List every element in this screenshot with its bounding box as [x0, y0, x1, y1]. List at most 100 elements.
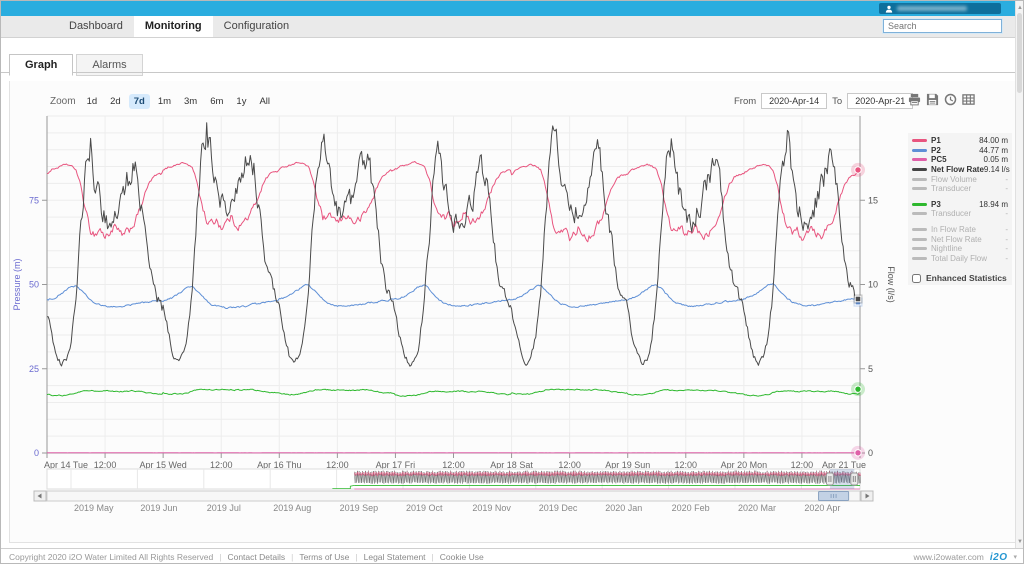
- nav-tab-monitoring[interactable]: Monitoring: [133, 16, 213, 37]
- chart-toolbar-icons: [908, 93, 975, 106]
- legend-item-p1[interactable]: P1 84.00 m: [912, 136, 1008, 146]
- x-tick-label: Apr 15 Wed: [139, 460, 186, 470]
- nav-month-label: 2019 Aug: [273, 503, 311, 513]
- enhanced-statistics-checkbox[interactable]: [912, 273, 921, 283]
- legend-item-p2[interactable]: P2 44.77 m: [912, 146, 1008, 156]
- legend-item-p3[interactable]: P3 18.94 m: [912, 200, 1008, 210]
- legend-item-name: Net Flow Rate: [931, 165, 984, 175]
- x-tick-label: Apr 14 Tue: [44, 460, 88, 470]
- zoom-button-1y[interactable]: 1y: [236, 96, 247, 107]
- tab-divider: [1, 72, 1023, 73]
- nav-month-label: 2020 Apr: [804, 503, 840, 513]
- legend-item-name: Nightline: [931, 244, 963, 254]
- save-icon[interactable]: [926, 93, 939, 106]
- copyright-text: Copyright 2020 i2O Water Limited All Rig…: [9, 552, 214, 562]
- legend-item-value: -: [1005, 225, 1008, 235]
- y-left-tick-label: 25: [29, 364, 39, 374]
- enhanced-statistics-row: Enhanced Statistics: [912, 273, 1008, 283]
- legend-item-value: 84.00 m: [979, 136, 1008, 146]
- legend-swatch: [912, 237, 927, 241]
- zoom-button-1d[interactable]: 1d: [86, 96, 98, 107]
- legend-item-value: 0.05 m: [983, 155, 1008, 165]
- scroll-thumb[interactable]: [1017, 13, 1022, 93]
- zoom-button-3m[interactable]: 3m: [184, 96, 198, 107]
- zoom-button-all[interactable]: All: [259, 96, 271, 107]
- footer-separator: |: [291, 552, 294, 562]
- legend-swatch: [912, 168, 927, 172]
- legend-item-transducer[interactable]: Transducer -: [912, 184, 1008, 194]
- footer-links: | Contact Details | Terms of Use | Legal Stat…: [213, 552, 483, 562]
- legend-swatch: [912, 228, 927, 232]
- legend-item-value: 9.14 l/s: [983, 165, 1010, 175]
- legend-item-total-daily-flow[interactable]: Total Daily Flow -: [912, 254, 1008, 264]
- chart-navigator[interactable]: 2019 May 2019 Jun 2019 Jul 2019 Aug 2019 Sep…: [10, 467, 915, 519]
- footer-link-cookie-use[interactable]: Cookie Use: [439, 552, 484, 562]
- nav-tab-configuration[interactable]: Configuration: [223, 20, 290, 32]
- footer-link-legal-statement[interactable]: Legal Statement: [363, 552, 426, 562]
- nav-month-label: 2020 Mar: [738, 503, 776, 513]
- series-end-marker[interactable]: [854, 166, 862, 174]
- page-scrollbar[interactable]: ▲ ▼: [1015, 1, 1023, 548]
- legend-item-flow-volume[interactable]: Flow Volume -: [912, 174, 1008, 184]
- footer-caret-icon[interactable]: ▾: [1013, 554, 1017, 561]
- series-p3: [46, 388, 861, 397]
- nav-month-label: 2019 Jul: [207, 503, 241, 513]
- nav-p3-lead: [332, 485, 355, 489]
- nav-handle-left[interactable]: [825, 472, 834, 486]
- x-tick-label: Apr 17 Fri: [376, 460, 416, 470]
- data-table-icon[interactable]: [962, 93, 975, 106]
- nav-scroll-left-icon: [37, 493, 42, 499]
- series-end-marker[interactable]: [854, 295, 862, 303]
- nav-month-label: 2019 Sep: [340, 503, 379, 513]
- tab-graph[interactable]: Graph: [9, 54, 74, 76]
- search-input[interactable]: [882, 18, 1003, 34]
- website-link[interactable]: www.i2owater.com: [913, 552, 984, 562]
- legend-item-transducer[interactable]: Transducer -: [912, 209, 1008, 219]
- nav-handle-right[interactable]: [850, 472, 859, 486]
- zoom-button-6m[interactable]: 6m: [210, 96, 224, 107]
- scroll-up-icon[interactable]: ▲: [1017, 5, 1023, 11]
- zoom-label: Zoom: [50, 96, 76, 107]
- footer-link-terms-of-use[interactable]: Terms of Use: [299, 552, 350, 562]
- x-tick-label: 12:00: [210, 460, 233, 470]
- user-menu[interactable]: [879, 3, 1001, 14]
- nav-selection[interactable]: [829, 469, 855, 489]
- zoom-button-1m[interactable]: 1m: [157, 96, 172, 107]
- pressure-flow-chart[interactable]: 0 25 50 75 0 5 10 15 Apr 14 Tue 12:00 Apr 15 Wed 12…: [10, 111, 915, 499]
- nav-month-label: 2020 Feb: [672, 503, 710, 513]
- history-icon[interactable]: [944, 93, 957, 106]
- legend-item-name: Transducer: [931, 209, 972, 219]
- legend-item-net-flow-rate[interactable]: Net Flow Rate 9.14 l/s: [912, 165, 1010, 175]
- tab-alarms[interactable]: Alarms: [76, 54, 143, 76]
- legend-item-net-flow-rate[interactable]: Net Flow Rate -: [912, 234, 1008, 244]
- legend-swatch: [912, 158, 927, 162]
- zoom-button-2d[interactable]: 2d: [110, 96, 121, 107]
- series-end-marker[interactable]: [854, 385, 862, 393]
- legend-item-nightline[interactable]: Nightline -: [912, 244, 1008, 254]
- nav-scroll-track[interactable]: [46, 490, 861, 502]
- nav-month-label: 2019 Jun: [140, 503, 177, 513]
- x-tick-label: 12:00: [442, 460, 465, 470]
- from-date-input[interactable]: [761, 93, 828, 109]
- legend-swatch: [912, 187, 927, 191]
- nav-scroll-right-icon: [865, 493, 870, 499]
- zoom-button-7d[interactable]: 7d: [128, 94, 150, 109]
- print-icon[interactable]: [908, 93, 921, 106]
- to-date-input[interactable]: [847, 93, 914, 109]
- legend-item-pc5[interactable]: PC5 0.05 m: [912, 155, 1008, 165]
- y-left-tick-label: 0: [34, 448, 39, 458]
- main-nav: Dashboard Monitoring Configuration: [1, 16, 1023, 38]
- y-right-axis-title: Flow (l/s): [886, 266, 896, 303]
- y-left-tick-label: 50: [29, 280, 39, 290]
- x-tick-label: 12:00: [675, 460, 698, 470]
- scroll-down-icon[interactable]: ▼: [1017, 539, 1023, 545]
- nav-pressure-band: [354, 471, 861, 478]
- footer-link-contact-details[interactable]: Contact Details: [227, 552, 286, 562]
- nav-tab-dashboard[interactable]: Dashboard: [69, 20, 123, 32]
- view-tabs: Graph Alarms: [9, 53, 146, 76]
- series-end-marker[interactable]: [854, 449, 862, 457]
- legend-item-name: In Flow Rate: [931, 225, 976, 235]
- legend-item-name: Transducer: [931, 184, 972, 194]
- legend-item-in-flow-rate[interactable]: In Flow Rate -: [912, 225, 1008, 235]
